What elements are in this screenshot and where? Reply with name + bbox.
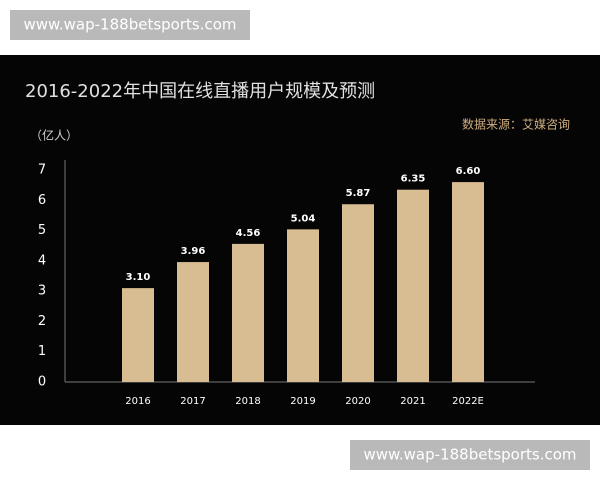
value-label: 6.35 [401,174,426,185]
watermark-box [350,440,590,470]
y-tick-label: 4 [38,253,46,268]
x-tick-label: 2022E [452,396,484,407]
bar [342,204,374,382]
value-label: 5.87 [346,188,371,199]
y-tick-label: 6 [38,193,46,208]
bar [397,189,429,382]
x-tick-label: 2021 [400,396,425,407]
watermark: www.wap-188betsports.com [363,446,576,464]
x-tick-label: 2017 [180,396,205,407]
y-tick-label: 2 [38,314,46,329]
value-label: 3.10 [126,272,151,283]
source-note: 数据来源：艾媒咨询 [462,117,570,132]
value-label: 3.96 [181,246,206,257]
y-tick-label: 5 [38,223,46,238]
y-axis-label: （亿人） [30,128,78,143]
x-tick-label: 2016 [125,396,150,407]
bar [177,262,209,382]
y-tick-label: 7 [38,163,46,178]
chart-title: 2016-2022年中国在线直播用户规模及预测 [25,81,375,102]
y-tick-label: 0 [38,375,46,390]
watermark: www.wap-188betsports.com [23,16,236,34]
bar [122,288,154,382]
x-tick-label: 2019 [290,396,315,407]
bar [232,243,264,382]
bar [287,229,319,382]
value-label: 6.60 [456,166,481,177]
watermark-box [10,10,250,40]
y-tick-label: 3 [38,284,46,299]
x-tick-label: 2018 [235,396,260,407]
x-tick-label: 2020 [345,396,370,407]
value-label: 4.56 [236,228,261,239]
y-tick-label: 1 [38,344,46,359]
value-label: 5.04 [291,213,316,224]
bar [452,182,484,382]
